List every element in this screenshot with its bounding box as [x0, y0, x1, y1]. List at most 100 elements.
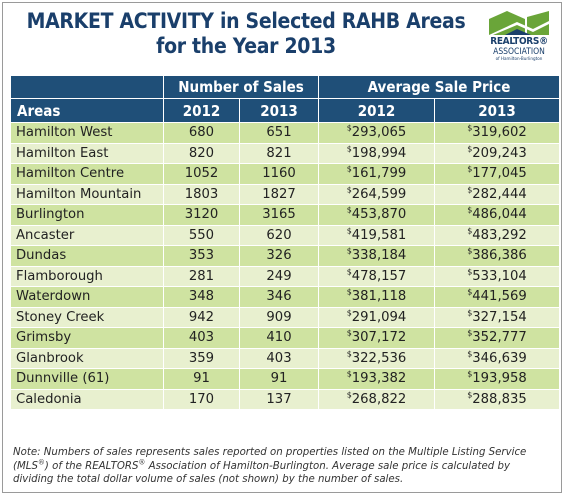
sales-2012-cell: 3120: [163, 204, 240, 226]
table-row: Hamilton West 680 651 $293,065 $319,602: [10, 122, 561, 144]
price-value: 478,157: [351, 268, 407, 284]
price-value: 386,386: [472, 248, 527, 264]
price-value: 193,382: [351, 371, 407, 387]
column-header-price-2012: 2012: [318, 98, 436, 123]
footnote: Note: Numbers of sales represents sales …: [13, 446, 553, 487]
area-cell: Ancaster: [10, 224, 164, 246]
price-2012-cell: $161,799: [318, 163, 436, 185]
price-2012-cell: $322,536: [318, 347, 436, 369]
price-2013-cell: $193,958: [434, 368, 561, 390]
area-cell: Burlington: [10, 204, 164, 226]
footnote-text-2: ) of the REALTORS: [44, 460, 139, 472]
price-value: 198,994: [351, 145, 407, 161]
table-row: Hamilton Mountain 1803 1827 $264,599 $282,44…: [10, 183, 561, 205]
area-cell: Glanbrook: [10, 347, 164, 369]
logo-text-association: ASSOCIATION: [493, 47, 545, 57]
table-body: Hamilton West 680 651 $293,065 $319,602 Hamil…: [10, 122, 561, 410]
table-row: Dunnville (61) 91 91 $193,382 $193,958: [10, 368, 561, 390]
column-header-price-2013: 2013: [434, 98, 561, 123]
dollar-sign: $: [346, 164, 352, 174]
price-2013-cell: $288,835: [434, 388, 561, 410]
price-value: 161,799: [351, 166, 407, 182]
dollar-sign: $: [467, 287, 473, 297]
sales-2012-cell: 550: [163, 224, 240, 246]
area-cell: Hamilton East: [10, 142, 164, 164]
area-cell: Flamborough: [10, 265, 164, 287]
price-value: 483,292: [472, 227, 527, 243]
price-value: 533,104: [472, 268, 527, 284]
column-header-sales-2013: 2013: [238, 98, 320, 123]
page-title: MARKET ACTIVITY in Selected RAHB Areas f…: [11, 9, 481, 59]
table-row: Hamilton Centre 1052 1160 $161,799 $177,045: [10, 163, 561, 185]
sales-2012-cell: 1052: [163, 163, 240, 185]
dollar-sign: $: [467, 226, 473, 236]
price-2012-cell: $198,994: [318, 142, 436, 164]
price-value: 177,045: [472, 166, 527, 182]
dollar-sign: $: [467, 267, 473, 277]
dollar-sign: $: [467, 123, 473, 133]
price-2012-cell: $291,094: [318, 306, 436, 328]
price-value: 264,599: [351, 186, 407, 202]
sales-2012-cell: 281: [163, 265, 240, 287]
sales-2012-cell: 820: [163, 142, 240, 164]
sales-2012-cell: 91: [163, 368, 240, 390]
footnote-registered-mark-1: ®: [37, 458, 45, 467]
price-2012-cell: $268,822: [318, 388, 436, 410]
dollar-sign: $: [346, 185, 352, 195]
price-value: 291,094: [351, 309, 407, 325]
price-2013-cell: $352,777: [434, 327, 561, 349]
price-value: 338,184: [351, 248, 407, 264]
dollar-sign: $: [346, 369, 352, 379]
table-row: Stoney Creek 942 909 $291,094 $327,154: [10, 306, 561, 328]
dollar-sign: $: [467, 185, 473, 195]
price-2012-cell: $453,870: [318, 204, 436, 226]
price-value: 346,639: [472, 350, 527, 366]
area-cell: Dundas: [10, 245, 164, 267]
sales-2012-cell: 170: [163, 388, 240, 410]
dollar-sign: $: [346, 287, 352, 297]
price-2013-cell: $483,292: [434, 224, 561, 246]
price-value: 319,602: [472, 125, 527, 141]
logo-text-region: of Hamilton-Burlington: [495, 57, 543, 62]
area-cell: Dunnville (61): [10, 368, 164, 390]
area-cell: Hamilton Mountain: [10, 183, 164, 205]
dollar-sign: $: [467, 369, 473, 379]
sales-2012-cell: 680: [163, 122, 240, 144]
price-value: 441,569: [472, 289, 527, 305]
price-2012-cell: $307,172: [318, 327, 436, 349]
dollar-sign: $: [346, 328, 352, 338]
sales-2013-cell: 821: [238, 142, 320, 164]
sales-2013-cell: 620: [238, 224, 320, 246]
area-cell: Grimsby: [10, 327, 164, 349]
sales-2013-cell: 346: [238, 286, 320, 308]
dollar-sign: $: [346, 267, 352, 277]
table-row: Caledonia 170 137 $268,822 $288,835: [10, 388, 561, 410]
title-line-2: for the Year 2013: [156, 34, 336, 58]
area-cell: Stoney Creek: [10, 306, 164, 328]
sales-2013-cell: 403: [238, 347, 320, 369]
sales-2013-cell: 249: [238, 265, 320, 287]
dollar-sign: $: [346, 144, 352, 154]
price-2013-cell: $177,045: [434, 163, 561, 185]
group-header-number-of-sales: Number of Sales: [162, 75, 320, 99]
table-row: Hamilton East 820 821 $198,994 $209,243: [10, 142, 561, 164]
sales-2012-cell: 1803: [163, 183, 240, 205]
dollar-sign: $: [346, 349, 352, 359]
table-row: Waterdown 348 346 $381,118 $441,569: [10, 286, 561, 308]
price-value: 381,118: [351, 289, 407, 305]
table-row: Dundas 353 326 $338,184 $386,386: [10, 245, 561, 267]
column-header-sales-2012: 2012: [163, 98, 240, 123]
footnote-text-3: Association of Hamilton-Burlington. Aver…: [13, 460, 510, 486]
price-value: 282,444: [472, 186, 527, 202]
price-2013-cell: $441,569: [434, 286, 561, 308]
price-2012-cell: $264,599: [318, 183, 436, 205]
table-row: Ancaster 550 620 $419,581 $483,292: [10, 224, 561, 246]
price-2013-cell: $327,154: [434, 306, 561, 328]
area-cell: Waterdown: [10, 286, 164, 308]
dollar-sign: $: [467, 328, 473, 338]
dollar-sign: $: [467, 144, 473, 154]
area-cell: Hamilton West: [10, 122, 164, 144]
header-blank-cell: [10, 75, 164, 99]
area-cell: Hamilton Centre: [10, 163, 164, 185]
price-2012-cell: $419,581: [318, 224, 436, 246]
